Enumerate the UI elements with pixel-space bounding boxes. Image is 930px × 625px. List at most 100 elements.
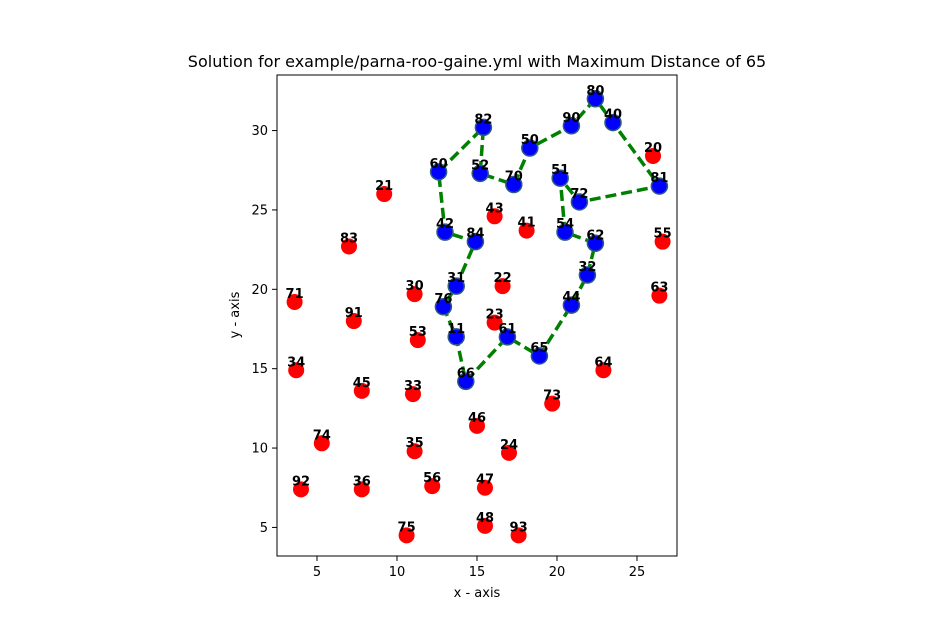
- unvisited-point: [469, 417, 485, 434]
- point-label: 76: [434, 292, 452, 307]
- point-label: 65: [530, 341, 548, 356]
- unvisited-point: [406, 443, 423, 460]
- point-label: 72: [570, 187, 588, 202]
- y-tick-label: 30: [251, 124, 268, 139]
- unvisited-point: [405, 386, 421, 403]
- point-label: 31: [447, 271, 465, 286]
- point-label: 74: [313, 428, 331, 443]
- unvisited-point: [477, 479, 493, 496]
- point-label: 82: [474, 112, 492, 127]
- visited-point: [578, 266, 597, 284]
- visited-point: [498, 328, 517, 346]
- point-label: 11: [447, 322, 465, 337]
- unvisited-point: [398, 527, 415, 544]
- x-tick-label: 15: [469, 565, 486, 580]
- unvisited-point: [288, 362, 305, 379]
- visited-point: [586, 234, 605, 253]
- visited-point: [457, 372, 475, 391]
- point-label: 62: [586, 228, 604, 243]
- point-label: 52: [471, 158, 489, 173]
- point-label: 42: [436, 217, 454, 232]
- visited-point: [562, 117, 581, 135]
- x-tick-label: 5: [313, 565, 321, 580]
- visited-point: [474, 118, 493, 137]
- visited-point: [586, 90, 605, 108]
- x-tick-label: 10: [389, 565, 406, 580]
- point-label: 90: [562, 111, 580, 126]
- chart-title: Solution for example/parna-roo-gaine.yml…: [188, 52, 766, 71]
- x-axis-label: x - axis: [454, 586, 501, 601]
- point-label: 51: [551, 163, 569, 178]
- visited-point: [471, 164, 489, 183]
- unvisited-point: [477, 517, 493, 534]
- visited-point: [562, 296, 581, 314]
- unvisited-point: [486, 314, 503, 331]
- point-label: 22: [494, 271, 512, 286]
- x-axis-ticks: 5 10 15 20 25: [313, 556, 645, 580]
- visited-point: [447, 328, 465, 346]
- point-label: 80: [586, 84, 604, 99]
- visited-point: [530, 347, 549, 365]
- point-label: 92: [292, 474, 310, 489]
- point-label: 75: [398, 520, 416, 535]
- point-label: 81: [650, 171, 668, 186]
- unvisited-point: [353, 481, 370, 498]
- point-label: 73: [543, 389, 561, 404]
- point-label: 41: [518, 216, 536, 231]
- unvisited-point: [544, 395, 561, 412]
- point-label: 44: [562, 290, 580, 305]
- unvisited-point: [424, 478, 441, 495]
- point-label: 83: [340, 231, 358, 246]
- x-tick-label: 25: [629, 565, 646, 580]
- unvisited-point: [345, 313, 362, 330]
- point-label: 30: [406, 279, 424, 294]
- point-label: 93: [510, 520, 528, 535]
- unvisited-point: [494, 278, 511, 295]
- plot-area: 80 90 40 82 50 20 60 52 70 51 81 21 72 43 41 42 54 84 62 55…: [286, 84, 672, 544]
- visited-point: [570, 193, 589, 211]
- point-label: 53: [409, 325, 427, 340]
- visited-point: [466, 232, 485, 251]
- y-tick-label: 5: [260, 521, 268, 536]
- point-label: 33: [404, 379, 422, 394]
- point-label: 55: [654, 227, 672, 242]
- y-tick-label: 10: [251, 442, 268, 457]
- y-axis-ticks: 5 10 15 20 25 30: [251, 124, 277, 536]
- visited-point: [551, 169, 569, 187]
- unvisited-point: [376, 186, 393, 203]
- unvisited-point: [654, 233, 671, 250]
- unvisited-point: [518, 222, 535, 239]
- point-label: 71: [286, 287, 304, 302]
- unvisited-point: [510, 527, 527, 544]
- point-label: 47: [476, 473, 494, 488]
- unvisited-point: [353, 382, 370, 399]
- point-label: 54: [556, 217, 574, 232]
- point-label: 21: [375, 179, 393, 194]
- visited-point: [429, 163, 448, 181]
- unvisited-point: [595, 362, 612, 379]
- point-label: 46: [468, 411, 486, 426]
- point-label: 66: [457, 366, 475, 381]
- x-tick-label: 20: [549, 565, 566, 580]
- visited-point: [521, 139, 539, 157]
- visited-point: [650, 177, 669, 195]
- unvisited-point: [293, 481, 309, 498]
- point-label: 36: [353, 474, 371, 489]
- unvisited-point: [645, 147, 661, 164]
- visited-point: [505, 175, 523, 194]
- y-axis-label: y - axis: [228, 291, 243, 338]
- unvisited-point: [286, 294, 303, 311]
- point-label: 45: [353, 376, 371, 391]
- visited-point: [556, 223, 574, 241]
- visited-point: [604, 113, 622, 132]
- unvisited-point: [651, 287, 668, 304]
- point-label: 24: [500, 438, 518, 453]
- point-label: 50: [521, 133, 539, 148]
- point-label: 48: [476, 511, 494, 526]
- visited-point: [447, 277, 465, 295]
- point-label: 32: [578, 260, 596, 275]
- unvisited-point: [313, 435, 330, 452]
- point-label: 43: [486, 201, 504, 216]
